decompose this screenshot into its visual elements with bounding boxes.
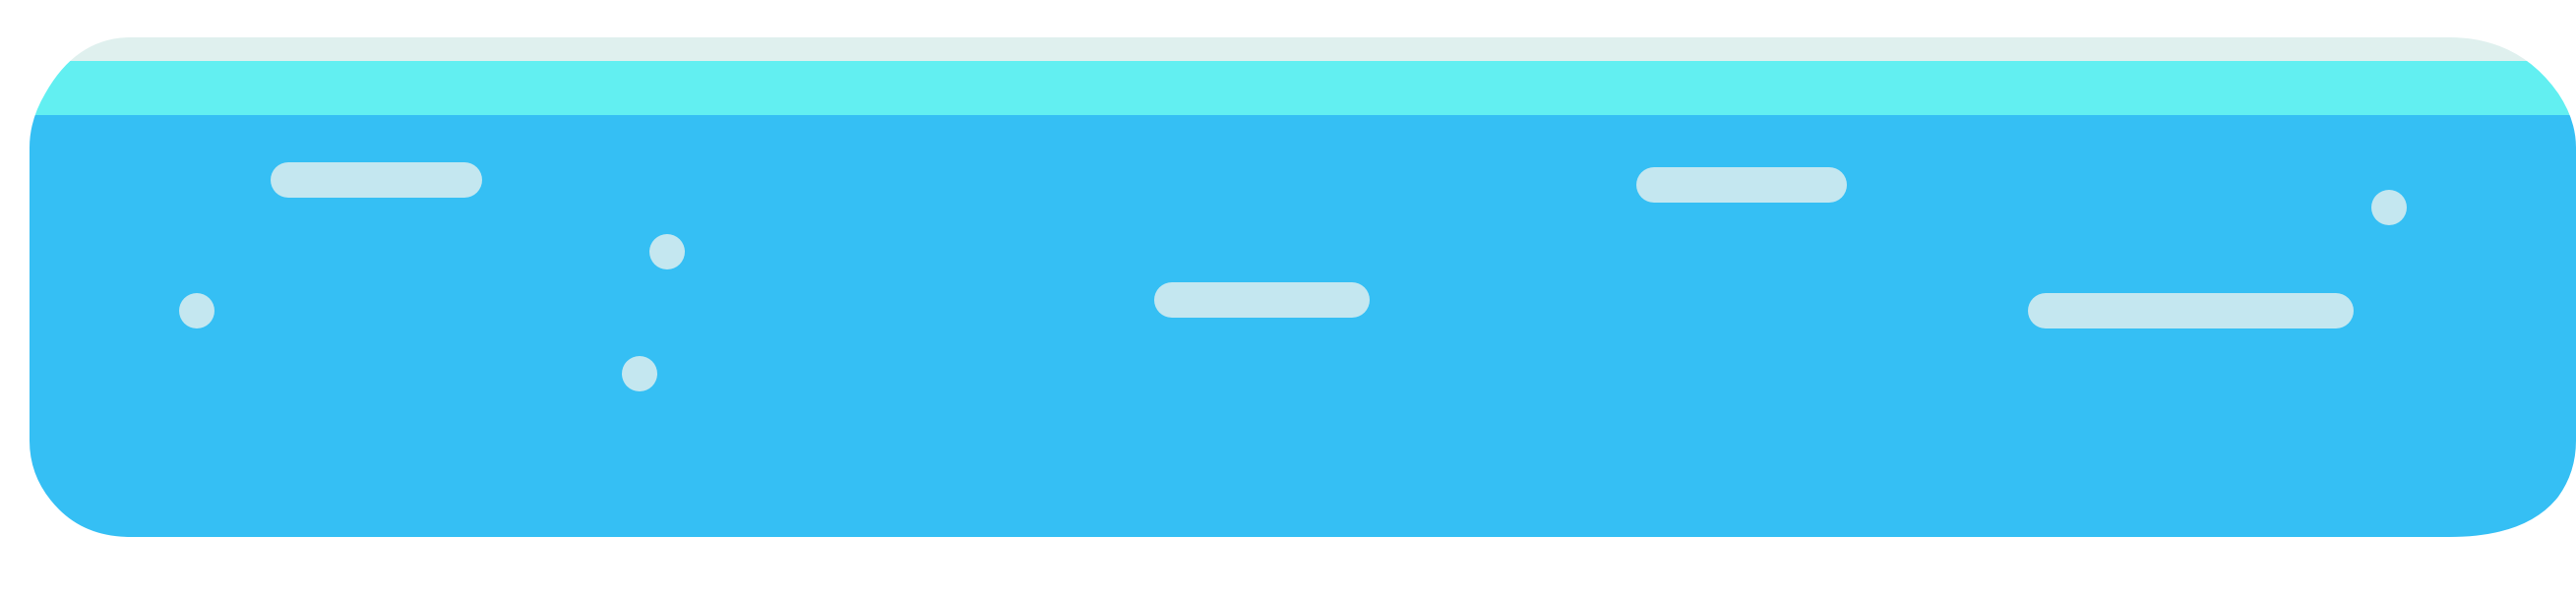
bubble-3 (622, 356, 657, 391)
water-surface (0, 61, 2576, 115)
bubble-2 (649, 234, 685, 269)
pool-rim (0, 0, 2576, 62)
bubble-4 (2371, 190, 2407, 225)
bubble-1 (179, 293, 215, 328)
